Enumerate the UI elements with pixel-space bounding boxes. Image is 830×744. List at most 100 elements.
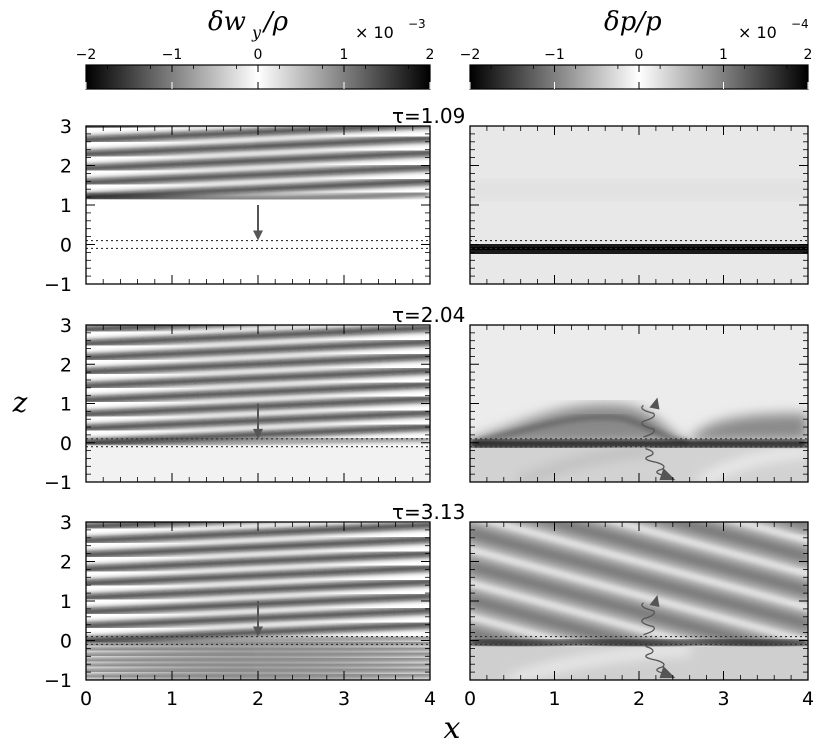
wave-crest (86, 522, 246, 530)
colorbar-left-label-sub: y (251, 23, 262, 42)
colorbar-tick-label: −1 (544, 47, 565, 63)
colorbar-right-scale-exp: −4 (791, 17, 809, 31)
y-tick-label: −1 (44, 274, 72, 296)
down-arrow-head (253, 230, 263, 241)
colorbar-left-label-tail: /ρ (261, 7, 289, 37)
wave-crest (81, 285, 435, 301)
colorbar-tick-label: −2 (76, 47, 97, 63)
x-tick-label: 0 (80, 688, 92, 710)
colorbar-right-label-main: δp/p (604, 7, 662, 37)
down-arrow-head (253, 626, 263, 637)
wave-crest (86, 437, 430, 447)
wave-crest-light (484, 522, 808, 611)
colorbar-tick-label: −2 (460, 47, 481, 63)
x-tick-label: 1 (166, 688, 178, 710)
y-tick-label: 3 (60, 116, 72, 138)
panel-row3-dp (470, 522, 808, 680)
wave-crest-light (731, 522, 808, 543)
wave-crest (86, 353, 430, 375)
wave-crest (86, 646, 430, 657)
panel-row1-dwy (81, 96, 435, 284)
y-tick-label: 2 (60, 552, 72, 574)
y-tick-label: 1 (60, 195, 72, 217)
axes: 3 2 1 0 −1 3 2 1 0 −1 3 2 1 0 −1 0 1 2 3 4 0 1 2 3 4 (44, 116, 814, 710)
y-tick-label: 0 (60, 433, 72, 455)
wave-crest (86, 164, 430, 186)
x-tick-label: 4 (424, 688, 436, 710)
wave-crest (86, 367, 430, 389)
wave-crest (86, 536, 430, 558)
panel-row3-dwy (81, 482, 435, 680)
wave-crest (81, 482, 435, 498)
overlays (86, 205, 808, 679)
y-tick-label: −1 (44, 670, 72, 692)
wave-stripes (81, 285, 435, 482)
x-axis-label: x (444, 711, 461, 744)
colorbar-left-ticks: −2 −1 0 1 2 (76, 47, 435, 89)
wave-crest (81, 299, 435, 315)
wave-crest (86, 652, 430, 662)
colorbar-tick-label: 0 (254, 47, 263, 63)
wave-crest (81, 96, 435, 112)
colorbar-left-scale: × 10 (355, 23, 394, 42)
wave-crest-light (508, 646, 691, 680)
wiggle-arrow-down-head (659, 666, 676, 679)
colorbar-tick-label: 2 (426, 47, 435, 63)
wave-crest (86, 381, 430, 403)
down-arrow-head (253, 428, 263, 439)
tau-label-row-2: τ=2.04 (392, 303, 465, 327)
tau-label-row-3: τ=3.13 (392, 500, 465, 524)
y-tick-label: 3 (60, 512, 72, 534)
y-tick-label: 1 (60, 591, 72, 613)
wave-crest (86, 325, 430, 347)
wave-crest (86, 564, 430, 587)
wave-crest (81, 496, 435, 512)
wiggle-arrow-up (641, 602, 655, 636)
wave-crest (86, 135, 430, 157)
pressure-band (470, 639, 808, 646)
wave-crest (375, 678, 430, 680)
y-tick-label: 2 (60, 354, 72, 376)
wave-crest (86, 522, 430, 544)
x-tick-label: 2 (252, 688, 264, 710)
wiggle-arrow-down (645, 448, 668, 477)
wave-crest-dark (538, 522, 808, 596)
wave-crest (86, 126, 142, 129)
colorbar-tick-label: 1 (340, 47, 349, 63)
wave-crest-light (470, 546, 808, 644)
y-tick-label: 1 (60, 394, 72, 416)
wave-crest (86, 339, 430, 361)
wave-stripes (81, 96, 435, 201)
wave-crest (86, 149, 430, 172)
wiggle-arrow-up-head (649, 397, 660, 410)
x-tick-label: 0 (464, 688, 476, 710)
wave-crest-dark (661, 522, 808, 562)
x-tick-label: 1 (548, 688, 560, 710)
colorbar-right-scale: × 10 (738, 23, 777, 42)
wiggle-arrow-up (641, 404, 655, 438)
x-tick-label: 2 (633, 688, 645, 710)
y-tick-label: 2 (60, 156, 72, 178)
wave-crest (86, 662, 430, 673)
wiggle-arrow-down (645, 645, 668, 675)
colorbar-left-label-main: δw (208, 7, 246, 37)
y-tick-label: 3 (60, 315, 72, 337)
wave-crest (86, 636, 430, 646)
colorbar-right: −2 −1 0 1 2 (460, 47, 813, 90)
wave-crest (86, 579, 430, 601)
wave-crest (86, 657, 430, 668)
panel-row2-dwy (81, 285, 435, 482)
colorbar-left: −2 −1 0 1 2 (76, 47, 435, 90)
panel-row2-dp (470, 325, 808, 482)
y-axis-label: z (12, 386, 28, 419)
colorbar-right-ticks: −2 −1 0 1 2 (460, 47, 813, 89)
x-tick-label: 3 (338, 688, 350, 710)
y-tick-label: −1 (44, 472, 72, 494)
wiggle-arrow-down-head (659, 468, 676, 481)
y-tick-label: 0 (60, 235, 72, 257)
y-tick-label: 0 (60, 631, 72, 653)
wiggle-arrow-up-head (649, 594, 660, 607)
x-tick-label: 3 (717, 688, 729, 710)
colorbar-tick-label: 2 (804, 47, 813, 63)
